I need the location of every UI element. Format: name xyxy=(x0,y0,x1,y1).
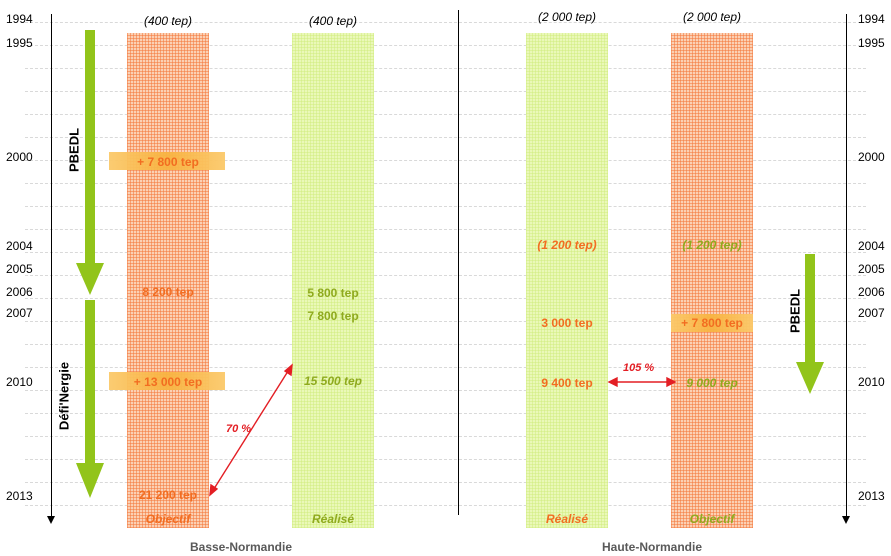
year-label: 2000 xyxy=(858,150,885,164)
bn-objectif-header: (400 tep) xyxy=(143,14,193,28)
gridline xyxy=(25,114,866,115)
year-label: 2004 xyxy=(6,239,33,253)
gridline xyxy=(25,22,866,23)
gridline xyxy=(25,482,866,483)
bn-objectif-column xyxy=(127,33,209,528)
gridline xyxy=(25,160,866,161)
year-label: 2007 xyxy=(858,306,885,320)
bn-objectif-2013: 21 200 tep xyxy=(138,488,198,502)
gridline xyxy=(25,505,866,506)
right-axis-arrowhead xyxy=(842,516,850,524)
bn-realise-2007: 7 800 tep xyxy=(307,309,359,323)
gridline xyxy=(25,344,866,345)
gridline xyxy=(25,298,866,299)
gridline xyxy=(25,45,866,46)
left-time-axis xyxy=(51,14,52,516)
year-label: 2005 xyxy=(858,262,885,276)
year-label: 2013 xyxy=(6,489,33,503)
bn-objectif-2006: 8 200 tep xyxy=(142,285,194,299)
defi-nergie-arrow xyxy=(76,300,104,498)
pbedl-right-label: PBEDL xyxy=(787,288,803,334)
hn-realise-2010: 9 400 tep xyxy=(541,376,593,390)
year-label: 2013 xyxy=(858,489,885,503)
gridline xyxy=(25,137,866,138)
hn-realise-2004: (1 200 tep) xyxy=(537,238,597,252)
ratio-70-label: 70 % xyxy=(226,423,252,435)
hn-objectif-column xyxy=(671,33,753,528)
bn-2010-band xyxy=(109,372,225,390)
year-label: 1994 xyxy=(6,12,33,26)
gridline xyxy=(25,68,866,69)
hn-objectif-2004: (1 200 tep) xyxy=(682,238,742,252)
bn-realise-2010: 15 500 tep xyxy=(303,374,363,388)
red-arrow-70 xyxy=(209,363,293,497)
gridline xyxy=(25,459,866,460)
defi-nergie-label: Défi'Nergie xyxy=(56,361,72,431)
region-haute-normandie: Haute-Normandie xyxy=(601,540,703,554)
year-label: 2004 xyxy=(858,239,885,253)
year-label: 2010 xyxy=(6,375,33,389)
hn-2007-band xyxy=(671,314,753,332)
pbedl-left-arrow xyxy=(76,30,104,295)
gridline xyxy=(25,413,866,414)
year-label: 1994 xyxy=(858,12,885,26)
year-label: 1995 xyxy=(6,36,33,50)
bn-2000-band xyxy=(109,152,225,170)
year-label: 2010 xyxy=(858,375,885,389)
region-divider xyxy=(458,10,459,515)
gridline xyxy=(25,367,866,368)
hn-realise-column xyxy=(526,33,608,528)
year-label: 1995 xyxy=(858,36,885,50)
hn-realise-header: (2 000 tep) xyxy=(537,10,597,24)
pbedl-right-arrow xyxy=(796,254,824,394)
bn-realise-header: (400 tep) xyxy=(308,14,358,28)
bn-realise-column xyxy=(292,33,374,528)
pbedl-left-label: PBEDL xyxy=(66,127,82,173)
gridline xyxy=(25,321,866,322)
gridline xyxy=(25,252,866,253)
gridline xyxy=(25,275,866,276)
gridline xyxy=(25,390,866,391)
year-label: 2005 xyxy=(6,262,33,276)
gridline xyxy=(25,183,866,184)
gridline xyxy=(25,436,866,437)
gridline xyxy=(25,229,866,230)
left-axis-arrowhead xyxy=(47,516,55,524)
red-arrow-105 xyxy=(607,376,677,388)
year-label: 2006 xyxy=(858,285,885,299)
year-label: 2007 xyxy=(6,306,33,320)
hn-objectif-2007: + 7 800 tep xyxy=(681,316,743,330)
year-label: 2000 xyxy=(6,150,33,164)
right-time-axis xyxy=(846,14,847,516)
year-label: 2006 xyxy=(6,285,33,299)
hn-objectif-label: Objectif xyxy=(689,512,735,526)
region-basse-normandie: Basse-Normandie xyxy=(189,540,293,554)
bn-realise-label: Réalisé xyxy=(311,512,355,526)
hn-realise-2007: 3 000 tep xyxy=(541,316,593,330)
gridline xyxy=(25,206,866,207)
hn-objectif-2010: 9 000 tep xyxy=(686,376,738,390)
gridline xyxy=(25,91,866,92)
bn-objectif-2000: + 7 800 tep xyxy=(137,155,199,169)
ratio-105-label: 105 % xyxy=(623,362,655,374)
hn-realise-label: Réalisé xyxy=(545,512,589,526)
bn-realise-2006: 5 800 tep xyxy=(307,286,359,300)
hn-objectif-header: (2 000 tep) xyxy=(682,10,742,24)
bn-objectif-label: Objectif xyxy=(145,512,191,526)
bn-objectif-2010: + 13 000 tep xyxy=(133,375,203,389)
